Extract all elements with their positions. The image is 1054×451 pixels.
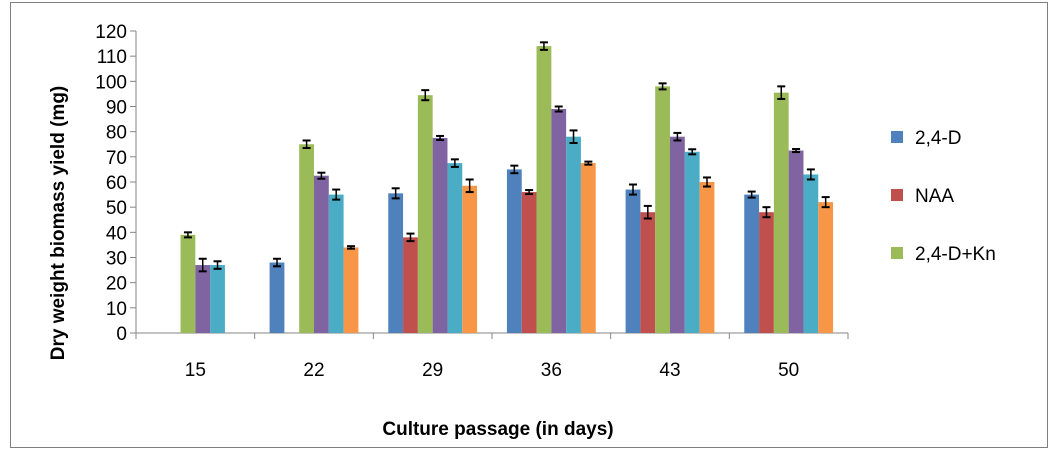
bar (447, 163, 463, 333)
bar (506, 169, 522, 333)
bar (803, 174, 819, 333)
bar (818, 202, 834, 333)
bar (684, 151, 700, 333)
y-tick-label: 60 (106, 173, 127, 194)
y-tick-label: 40 (106, 223, 127, 244)
bar (788, 150, 804, 333)
legend-label: 2,4-D+Kn (915, 244, 996, 265)
y-tick-label: 100 (95, 72, 127, 93)
legend: 2,4-D NAA 2,4-D+Kn (891, 128, 996, 265)
x-tick-label: 29 (422, 360, 443, 381)
x-tick-label: 15 (185, 360, 206, 381)
bar (566, 136, 581, 333)
y-tick-label: 30 (106, 249, 127, 270)
bar (403, 237, 418, 333)
bar (432, 137, 448, 333)
y-tick-label: 50 (106, 198, 127, 219)
bar (388, 193, 404, 333)
bar (551, 109, 567, 334)
y-tick-label: 80 (106, 123, 127, 144)
plot-area: 0 10 20 30 40 50 60 70 80 90 100 110 120 15 22 29 36 43 50 (95, 22, 849, 381)
bar (314, 175, 329, 333)
y-tick-label: 20 (106, 274, 127, 295)
bar (759, 212, 774, 333)
bar (655, 86, 670, 333)
y-tick-label: 120 (95, 22, 127, 43)
x-tick-label: 36 (541, 360, 562, 381)
bar (625, 189, 641, 333)
x-tick-label: 22 (303, 360, 324, 381)
bar (670, 136, 685, 333)
x-tick-label: 50 (778, 360, 799, 381)
bar (269, 262, 285, 333)
x-tick-label: 43 (659, 360, 680, 381)
y-tick-label: 70 (106, 148, 127, 169)
bar (417, 95, 433, 333)
bar (299, 144, 314, 333)
bar (773, 92, 789, 334)
y-axis-title: Dry weight biomass yield (mg) (48, 86, 69, 361)
legend-label: NAA (915, 186, 954, 207)
bar (699, 182, 715, 333)
chart-frame: 0 10 20 30 40 50 60 70 80 90 100 110 120 15 22 29 36 43 50… (10, 2, 1048, 448)
bar (195, 265, 211, 333)
bar-chart: 0 10 20 30 40 50 60 70 80 90 100 110 120 15 22 29 36 43 50… (48, 22, 996, 440)
legend-label: 2,4-D (915, 128, 961, 149)
bar (462, 185, 478, 333)
y-tick-label: 110 (97, 47, 127, 68)
legend-swatch (891, 131, 903, 143)
bar (580, 163, 596, 333)
bar (640, 212, 656, 333)
legend-swatch (891, 189, 903, 201)
bar (180, 234, 196, 333)
bar (210, 265, 225, 333)
bar (521, 192, 537, 333)
x-axis-title: Culture passage (in days) (382, 419, 613, 440)
bar (328, 194, 344, 333)
bar (343, 247, 359, 333)
bar (744, 194, 760, 333)
y-tick-label: 90 (106, 98, 127, 119)
y-tick-label: 0 (116, 324, 127, 345)
bar (536, 46, 552, 333)
legend-swatch (891, 247, 903, 259)
y-tick-label: 10 (106, 299, 127, 320)
